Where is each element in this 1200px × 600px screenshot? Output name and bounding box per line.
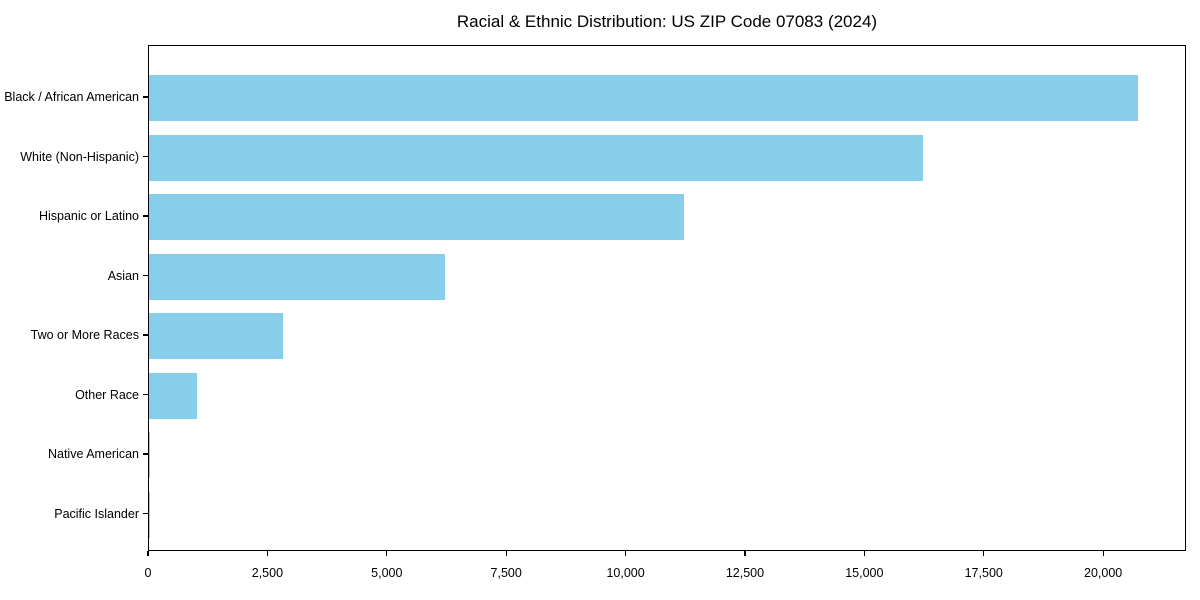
bar-6	[149, 432, 151, 478]
y-tick-label-6: Native American	[47, 447, 139, 461]
x-tick-mark-6	[863, 551, 865, 556]
x-tick-label-5: 12,500	[725, 566, 765, 580]
y-tick-mark-1	[143, 155, 148, 158]
y-tick-label-2: Hispanic or Latino	[38, 209, 139, 223]
y-tick-mark-5	[143, 393, 148, 396]
bar-0	[149, 75, 1138, 121]
x-tick-label-1: 2,500	[251, 566, 284, 580]
x-tick-label-6: 15,000	[845, 566, 884, 580]
x-tick-label-8: 20,000	[1084, 566, 1123, 580]
x-tick-label-7: 17,500	[964, 566, 1003, 580]
y-tick-label-1: White (Non-Hispanic)	[20, 149, 139, 164]
bar-2	[149, 194, 684, 240]
bar-5	[149, 372, 197, 419]
y-tick-mark-4	[143, 334, 148, 336]
bar-3	[149, 253, 446, 300]
y-tick-label-5: Other Race	[75, 387, 139, 402]
x-tick-label-0: 0	[144, 566, 152, 580]
y-tick-label-7: Pacific Islander	[54, 506, 139, 521]
x-tick-label-3: 7,500	[490, 566, 522, 580]
bar-1	[149, 134, 923, 181]
x-tick-label-2: 5,000	[371, 566, 403, 580]
bar-4	[149, 313, 283, 359]
x-tick-mark-0	[147, 551, 149, 556]
y-tick-mark-6	[143, 453, 148, 455]
x-tick-mark-5	[744, 551, 746, 556]
y-tick-label-3: Asian	[107, 268, 139, 283]
chart-title: Racial & Ethnic Distribution: US ZIP Cod…	[456, 12, 878, 31]
y-tick-mark-0	[143, 96, 148, 98]
y-tick-mark-3	[143, 274, 148, 277]
x-tick-mark-7	[983, 551, 985, 556]
x-tick-mark-1	[266, 551, 268, 556]
x-tick-mark-4	[624, 551, 627, 556]
y-tick-mark-2	[143, 215, 148, 217]
y-tick-mark-7	[143, 512, 148, 515]
x-tick-mark-2	[386, 551, 388, 556]
x-tick-mark-3	[505, 551, 507, 556]
y-tick-label-4: Two or More Races	[30, 328, 139, 342]
x-tick-label-4: 10,000	[606, 566, 645, 580]
y-tick-label-0: Black / African American	[4, 90, 139, 104]
x-tick-mark-8	[1102, 551, 1104, 556]
plot-area	[148, 45, 1186, 551]
bar-7	[149, 491, 150, 538]
